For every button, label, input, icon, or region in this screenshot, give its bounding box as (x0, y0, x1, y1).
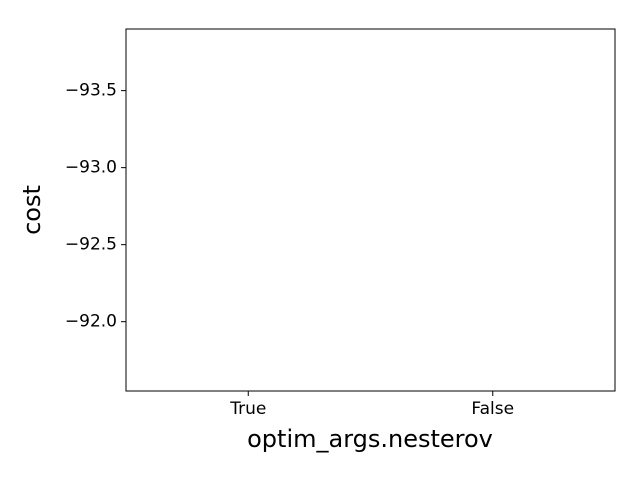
x-axis-label: optim_args.nesterov (247, 425, 493, 453)
plot-frame (125, 28, 616, 392)
x-tick-label: False (471, 399, 514, 419)
y-axis-label: cost (18, 185, 46, 235)
x-tick-label: True (229, 399, 266, 419)
y-tick-label: −93.0 (65, 158, 117, 178)
y-tick-label: −93.5 (65, 81, 117, 101)
y-tick-label: −92.5 (65, 235, 117, 255)
y-tick-label: −92.0 (65, 312, 117, 332)
